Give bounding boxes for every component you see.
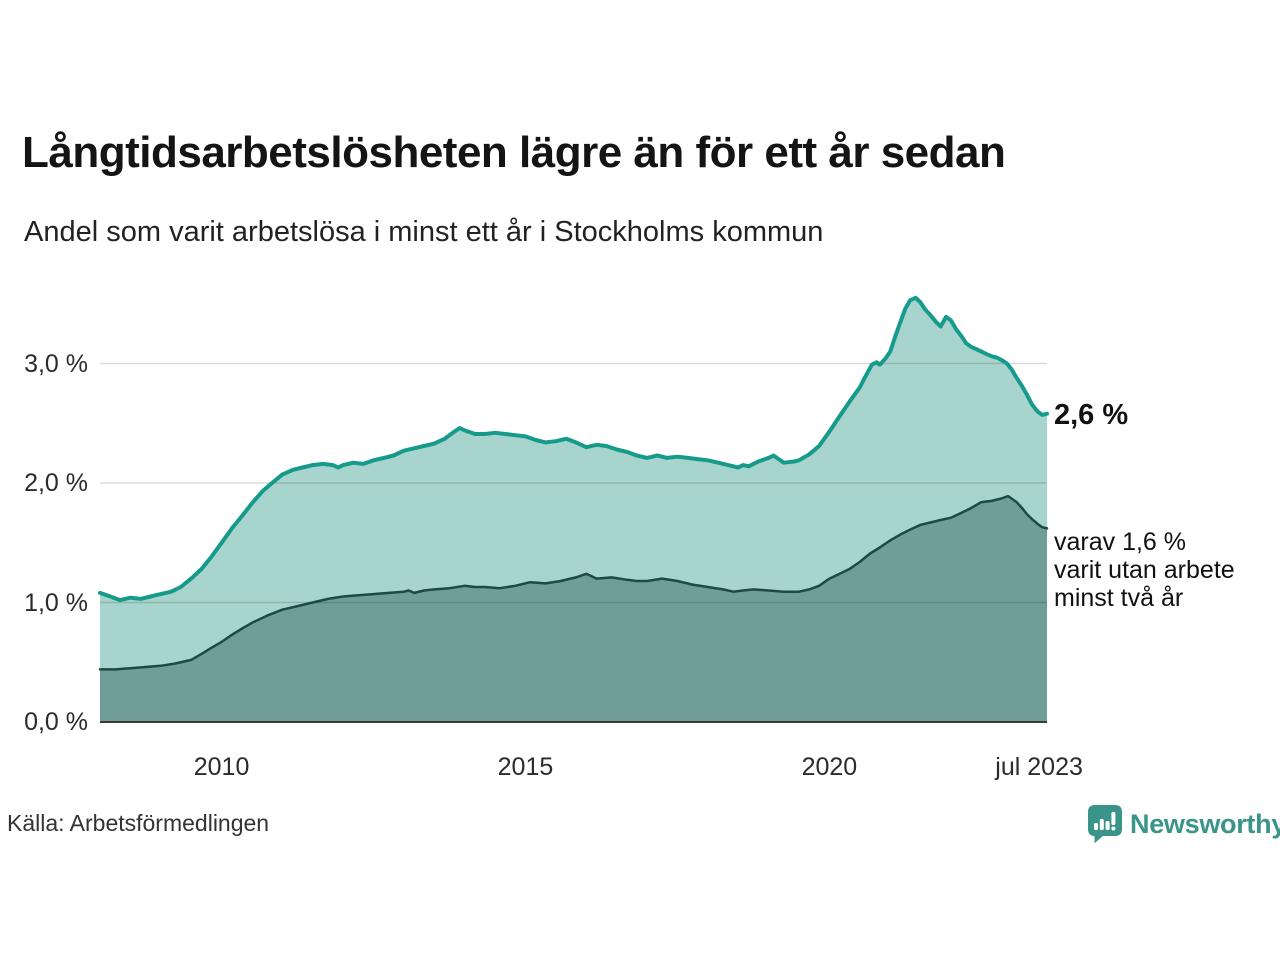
source-credit: Källa: Arbetsförmedlingen: [7, 810, 270, 836]
page-title: Långtidsarbetslösheten lägre än för ett …: [22, 128, 1006, 177]
newsworthy-icon: [1088, 805, 1122, 844]
x-tick-label: 2020: [801, 753, 858, 781]
annotation-line: varav 1,6 %: [1054, 528, 1187, 556]
annotation-line: varit utan arbete: [1054, 556, 1235, 584]
x-tick-label: 2010: [193, 753, 250, 781]
y-tick-label: 2,0 %: [24, 469, 88, 497]
y-tick-label: 3,0 %: [24, 349, 88, 378]
annotation-line: minst två år: [1054, 584, 1184, 612]
x-tick-label: 2015: [497, 753, 554, 781]
series-line-2: [98, 494, 1049, 671]
series-line-1: [98, 295, 1049, 603]
series2-annotation: varav 1,6 % varit utan arbete minst två …: [1054, 528, 1235, 612]
end-value-label: 2,6 %: [1054, 399, 1129, 431]
x-tick-label: jul 2023: [995, 753, 1083, 781]
brand-name: Newsworthy: [1130, 808, 1280, 839]
series-area-2: [100, 496, 1047, 722]
page-subtitle: Andel som varit arbetslösa i minst ett å…: [24, 216, 824, 248]
y-tick-label: 1,0 %: [24, 588, 88, 617]
y-tick-label: 0,0 %: [24, 708, 88, 736]
brand-logo: Newsworthy: [1087, 804, 1280, 844]
